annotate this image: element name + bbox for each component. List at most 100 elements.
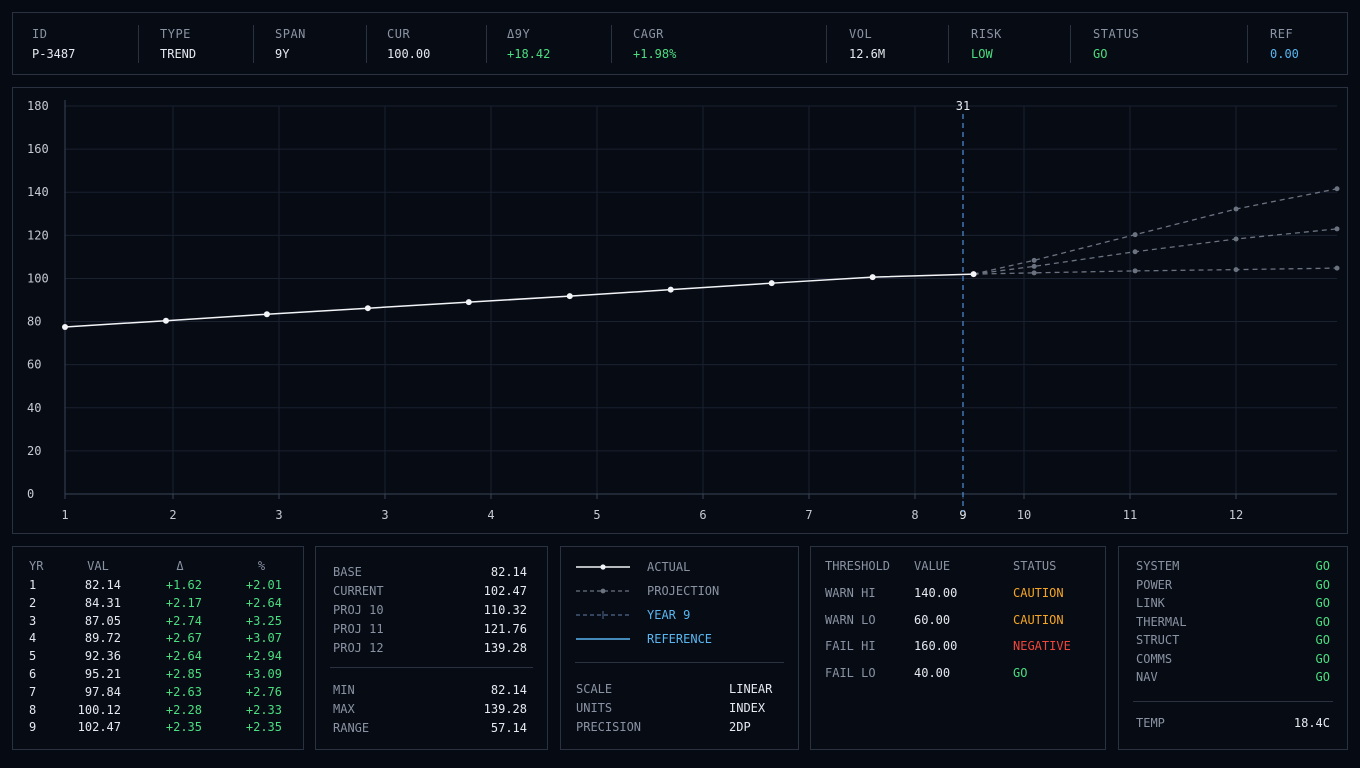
divider xyxy=(826,25,827,63)
threshold-value: 160.00 xyxy=(914,639,958,653)
system-name: SYSTEM xyxy=(1136,559,1180,573)
threshold-name: FAIL HI xyxy=(825,639,876,653)
table-cell: +2.28 xyxy=(165,702,202,717)
system-status: GO xyxy=(1315,559,1330,573)
stat-value: 139.28 xyxy=(483,641,527,655)
temp-value: 18.4C xyxy=(1293,716,1330,730)
y-tick-label: 20 xyxy=(27,444,41,458)
system-name: THERMAL xyxy=(1136,614,1187,629)
stat-label: PROJ 11 xyxy=(333,622,384,636)
legend-panel: ACTUAL PROJECTION YEAR 9 REFERENCE SCALE LINE… xyxy=(560,546,799,750)
header-key: RISK xyxy=(971,27,1002,41)
x-tick-label: 8 xyxy=(911,508,918,522)
actual-point xyxy=(465,299,472,306)
table-cell: +3.07 xyxy=(245,631,282,646)
system-status: GO xyxy=(1315,596,1330,610)
table-cell: 8 xyxy=(29,702,37,717)
y-tick-label: 100 xyxy=(27,271,49,285)
header-value: TREND xyxy=(160,47,197,61)
system-status: GO xyxy=(1315,614,1330,629)
header-value: +18.42 xyxy=(507,47,551,61)
projection-line-3 xyxy=(973,267,1338,275)
x-tick-label: 9 xyxy=(959,508,966,522)
stat-value: 139.28 xyxy=(483,702,527,716)
table-cell: +2.64 xyxy=(165,649,202,664)
setting-value: 2DP xyxy=(729,720,751,734)
header-key: ID xyxy=(32,27,48,41)
threshold-header: THRESHOLD xyxy=(825,559,891,573)
stat-label: MIN xyxy=(333,683,355,697)
x-tick-label: 10 xyxy=(1017,508,1031,522)
header-value: +1.98% xyxy=(633,47,677,61)
table-cell: +2.63 xyxy=(165,684,202,699)
table-cell: +3.09 xyxy=(245,667,282,681)
table-header: % xyxy=(257,559,266,573)
table-cell: +2.85 xyxy=(165,667,202,681)
table-cell: 92.36 xyxy=(84,649,121,664)
system-status: GO xyxy=(1315,651,1330,666)
actual-point xyxy=(62,323,68,330)
y-tick-label: 120 xyxy=(27,228,49,242)
stat-value: 102.47 xyxy=(483,584,527,598)
table-cell: 2 xyxy=(29,595,37,610)
table-cell: 3 xyxy=(29,613,37,628)
stat-value: 121.76 xyxy=(483,622,527,636)
actual-point xyxy=(263,311,270,318)
stat-label: CURRENT xyxy=(333,584,384,598)
table-cell: +3.25 xyxy=(245,613,282,628)
actual-point xyxy=(869,274,876,281)
threshold-header: VALUE xyxy=(914,559,951,573)
projection-point xyxy=(1132,249,1138,255)
divider xyxy=(611,25,612,63)
header-key: REF xyxy=(1270,27,1294,41)
divider xyxy=(1070,25,1071,63)
projection-point xyxy=(1031,270,1037,276)
threshold-status: CAUTION xyxy=(1013,612,1064,627)
table-cell: +2.17 xyxy=(165,595,202,610)
table-cell: 95.21 xyxy=(84,667,121,681)
threshold-status: GO xyxy=(1013,665,1028,680)
stat-label: RANGE xyxy=(333,721,370,735)
table-cell: 97.84 xyxy=(84,684,121,699)
header-value: 9Y xyxy=(275,47,290,61)
x-tick-label: 7 xyxy=(805,508,812,522)
table-cell: 1 xyxy=(29,578,37,592)
projection-line-1 xyxy=(973,188,1338,275)
system-name: STRUCT xyxy=(1136,633,1180,647)
table-cell: +2.01 xyxy=(245,578,282,592)
actual-point xyxy=(768,280,775,287)
table-cell: +1.62 xyxy=(165,578,202,592)
system-name: COMMS xyxy=(1136,651,1173,666)
legend-swatch-reference xyxy=(576,638,630,640)
threshold-name: FAIL LO xyxy=(825,665,876,680)
legend-label: YEAR 9 xyxy=(647,608,691,622)
table-cell: 89.72 xyxy=(84,631,121,646)
header-key: STATUS xyxy=(1093,27,1140,41)
header-key: CAGR xyxy=(633,27,664,41)
projection-point xyxy=(1334,186,1340,192)
header-key: Δ9Y xyxy=(507,27,531,41)
stat-value: 82.14 xyxy=(490,683,527,697)
projection-point xyxy=(1031,257,1037,263)
table-cell: +2.76 xyxy=(245,684,282,699)
divider xyxy=(1133,701,1333,702)
header-key: CUR xyxy=(387,27,411,41)
divider xyxy=(486,25,487,63)
y-tick-label: 60 xyxy=(27,358,41,372)
projection-point xyxy=(1031,263,1037,269)
legend-label: REFERENCE xyxy=(647,632,713,646)
divider xyxy=(138,25,139,63)
threshold-name: WARN LO xyxy=(825,612,876,627)
legend-swatch-projection xyxy=(576,588,630,594)
actual-point xyxy=(364,305,371,312)
table-header: Δ xyxy=(176,559,184,573)
table-cell: 102.47 xyxy=(77,720,121,735)
threshold-value: 40.00 xyxy=(914,665,951,680)
projection-point xyxy=(1334,226,1340,232)
threshold-value: 60.00 xyxy=(914,612,951,627)
status-header: ID P-3487 TYPE TREND SPAN 9Y CUR 100.00 … xyxy=(12,12,1348,75)
table-cell: 5 xyxy=(29,649,37,664)
header-key: SPAN xyxy=(275,27,306,41)
x-tick-label: 5 xyxy=(593,508,600,522)
